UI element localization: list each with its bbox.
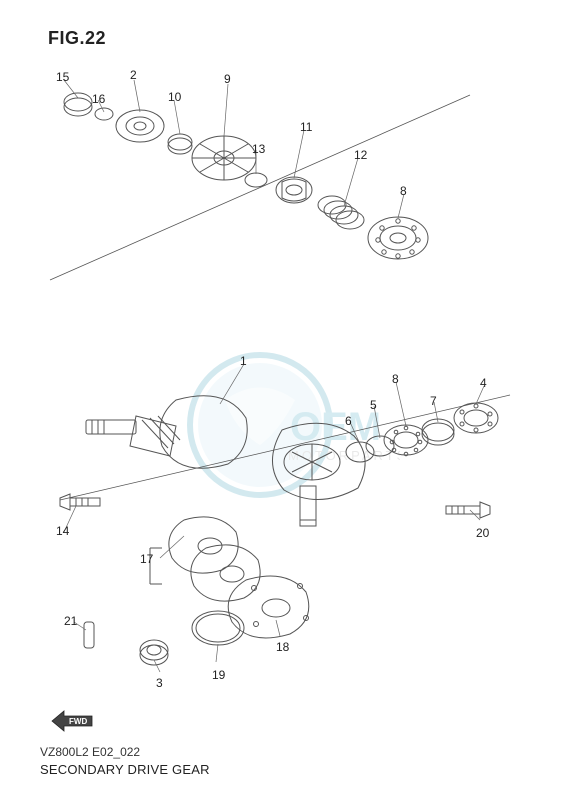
fwd-arrow-icon: FWD xyxy=(50,709,94,733)
callout-11: 11 xyxy=(300,120,312,134)
callout-3: 3 xyxy=(156,676,163,690)
callout-14: 14 xyxy=(56,524,69,538)
callout-5: 5 xyxy=(370,398,377,412)
exploded-diagram xyxy=(0,0,567,801)
callout-6: 6 xyxy=(345,414,352,428)
footer-code: VZ800L2 E02_022 xyxy=(40,745,140,759)
callout-8: 8 xyxy=(400,184,407,198)
callout-8: 8 xyxy=(392,372,399,386)
callout-12: 12 xyxy=(354,148,367,162)
callout-2: 2 xyxy=(130,68,137,82)
callout-7: 7 xyxy=(430,394,437,408)
callout-10: 10 xyxy=(168,90,181,104)
callout-20: 20 xyxy=(476,526,489,540)
callout-1: 1 xyxy=(240,354,247,368)
callout-16: 16 xyxy=(92,92,105,106)
svg-text:FWD: FWD xyxy=(69,717,87,726)
callout-15: 15 xyxy=(56,70,69,84)
callout-9: 9 xyxy=(224,72,231,86)
callout-13: 13 xyxy=(252,142,265,156)
footer-title: SECONDARY DRIVE GEAR xyxy=(40,762,210,777)
page: FIG.22 OEM MOTORPARTS xyxy=(0,0,567,801)
callout-17: 17 xyxy=(140,552,153,566)
callout-4: 4 xyxy=(480,376,487,390)
callout-18: 18 xyxy=(276,640,289,654)
callout-21: 21 xyxy=(64,614,77,628)
callout-19: 19 xyxy=(212,668,225,682)
